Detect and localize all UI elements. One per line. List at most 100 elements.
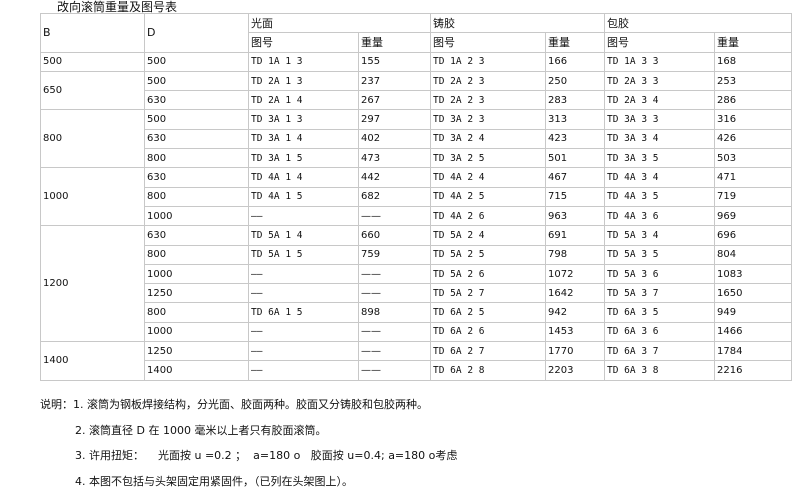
header-weight: 重量 — [715, 33, 792, 52]
cell-smooth-code: —— — [249, 206, 359, 225]
cell-smooth-weight: 898 — [359, 303, 431, 322]
cell-b: 650 — [41, 71, 145, 110]
cell-smooth-weight: —— — [359, 322, 431, 341]
cell-smooth-weight: 267 — [359, 91, 431, 110]
cell-cast-weight: 250 — [546, 71, 605, 90]
cell-wrapped-weight: 719 — [715, 187, 792, 206]
cell-cast-weight: 2203 — [546, 361, 605, 380]
cell-cast-weight: 467 — [546, 168, 605, 187]
cell-wrapped-weight: 471 — [715, 168, 792, 187]
cell-d: 630 — [145, 168, 249, 187]
notes: 说明：1. 滚筒为钢板焊接结构，分光面、胶面两种。胶面又分铸胶和包胶两种。 2.… — [40, 392, 457, 494]
cell-smooth-code: TD 6A 1 5 — [249, 303, 359, 322]
cell-wrapped-code: TD 6A 3 5 — [605, 303, 715, 322]
cell-wrapped-weight: 1466 — [715, 322, 792, 341]
cell-wrapped-code: TD 4A 3 5 — [605, 187, 715, 206]
cell-cast-weight: 166 — [546, 52, 605, 71]
cell-cast-code: TD 3A 2 5 — [431, 149, 546, 168]
cell-cast-code: TD 5A 2 7 — [431, 284, 546, 303]
cell-cast-code: TD 2A 2 3 — [431, 71, 546, 90]
cell-d: 800 — [145, 187, 249, 206]
cell-smooth-code: —— — [249, 361, 359, 380]
cell-smooth-code: TD 3A 1 3 — [249, 110, 359, 129]
cell-wrapped-code: TD 4A 3 4 — [605, 168, 715, 187]
cell-wrapped-weight: 1650 — [715, 284, 792, 303]
cell-cast-weight: 313 — [546, 110, 605, 129]
cell-cast-weight: 501 — [546, 149, 605, 168]
header-weight: 重量 — [359, 33, 431, 52]
cell-b: 1200 — [41, 226, 145, 342]
cell-d: 630 — [145, 91, 249, 110]
header-wrapped-rubber: 包胶 — [605, 14, 792, 33]
cell-smooth-code: TD 2A 1 4 — [249, 91, 359, 110]
cell-cast-code: TD 6A 2 6 — [431, 322, 546, 341]
cell-smooth-weight: 297 — [359, 110, 431, 129]
cell-wrapped-code: TD 6A 3 8 — [605, 361, 715, 380]
cell-cast-code: TD 1A 2 3 — [431, 52, 546, 71]
cell-d: 1000 — [145, 206, 249, 225]
cell-d: 630 — [145, 226, 249, 245]
cell-cast-code: TD 6A 2 7 — [431, 342, 546, 361]
cell-wrapped-code: TD 6A 3 6 — [605, 322, 715, 341]
cell-cast-code: TD 4A 2 6 — [431, 206, 546, 225]
cell-cast-weight: 798 — [546, 245, 605, 264]
cell-wrapped-code: TD 1A 3 3 — [605, 52, 715, 71]
cell-smooth-code: TD 4A 1 4 — [249, 168, 359, 187]
cell-wrapped-code: TD 2A 3 4 — [605, 91, 715, 110]
note-2: 2. 滚筒直径 D 在 1000 毫米以上者只有胶面滚筒。 — [40, 418, 457, 444]
cell-wrapped-weight: 286 — [715, 91, 792, 110]
cell-cast-code: TD 6A 2 5 — [431, 303, 546, 322]
cell-cast-code: TD 5A 2 6 — [431, 264, 546, 283]
cell-cast-weight: 963 — [546, 206, 605, 225]
cell-wrapped-weight: 1784 — [715, 342, 792, 361]
cell-smooth-weight: 660 — [359, 226, 431, 245]
cell-wrapped-code: TD 3A 3 5 — [605, 149, 715, 168]
cell-d: 800 — [145, 303, 249, 322]
cell-d: 1000 — [145, 264, 249, 283]
header-weight: 重量 — [546, 33, 605, 52]
cell-b: 1400 — [41, 342, 145, 381]
cell-smooth-code: TD 5A 1 4 — [249, 226, 359, 245]
header-code: 图号 — [249, 33, 359, 52]
header-code: 图号 — [605, 33, 715, 52]
header-b: B — [41, 14, 145, 53]
cell-cast-code: TD 3A 2 3 — [431, 110, 546, 129]
cell-smooth-code: TD 5A 1 5 — [249, 245, 359, 264]
cell-smooth-weight: 442 — [359, 168, 431, 187]
cell-smooth-weight: 155 — [359, 52, 431, 71]
cell-cast-code: TD 6A 2 8 — [431, 361, 546, 380]
cell-cast-weight: 942 — [546, 303, 605, 322]
cell-cast-code: TD 4A 2 4 — [431, 168, 546, 187]
cell-smooth-code: TD 3A 1 4 — [249, 129, 359, 148]
cell-d: 1000 — [145, 322, 249, 341]
cell-d: 1400 — [145, 361, 249, 380]
cell-d: 800 — [145, 149, 249, 168]
note-1: 说明：1. 滚筒为钢板焊接结构，分光面、胶面两种。胶面又分铸胶和包胶两种。 — [40, 392, 457, 418]
cell-cast-weight: 1642 — [546, 284, 605, 303]
cell-cast-code: TD 5A 2 4 — [431, 226, 546, 245]
cell-smooth-code: TD 2A 1 3 — [249, 71, 359, 90]
cell-smooth-weight: 237 — [359, 71, 431, 90]
cell-smooth-weight: 682 — [359, 187, 431, 206]
cell-d: 500 — [145, 52, 249, 71]
header-smooth: 光面 — [249, 14, 431, 33]
cell-cast-weight: 283 — [546, 91, 605, 110]
cell-wrapped-weight: 426 — [715, 129, 792, 148]
cell-cast-weight: 1770 — [546, 342, 605, 361]
cell-wrapped-weight: 804 — [715, 245, 792, 264]
cell-wrapped-code: TD 3A 3 3 — [605, 110, 715, 129]
cell-cast-code: TD 2A 2 3 — [431, 91, 546, 110]
cell-wrapped-weight: 503 — [715, 149, 792, 168]
